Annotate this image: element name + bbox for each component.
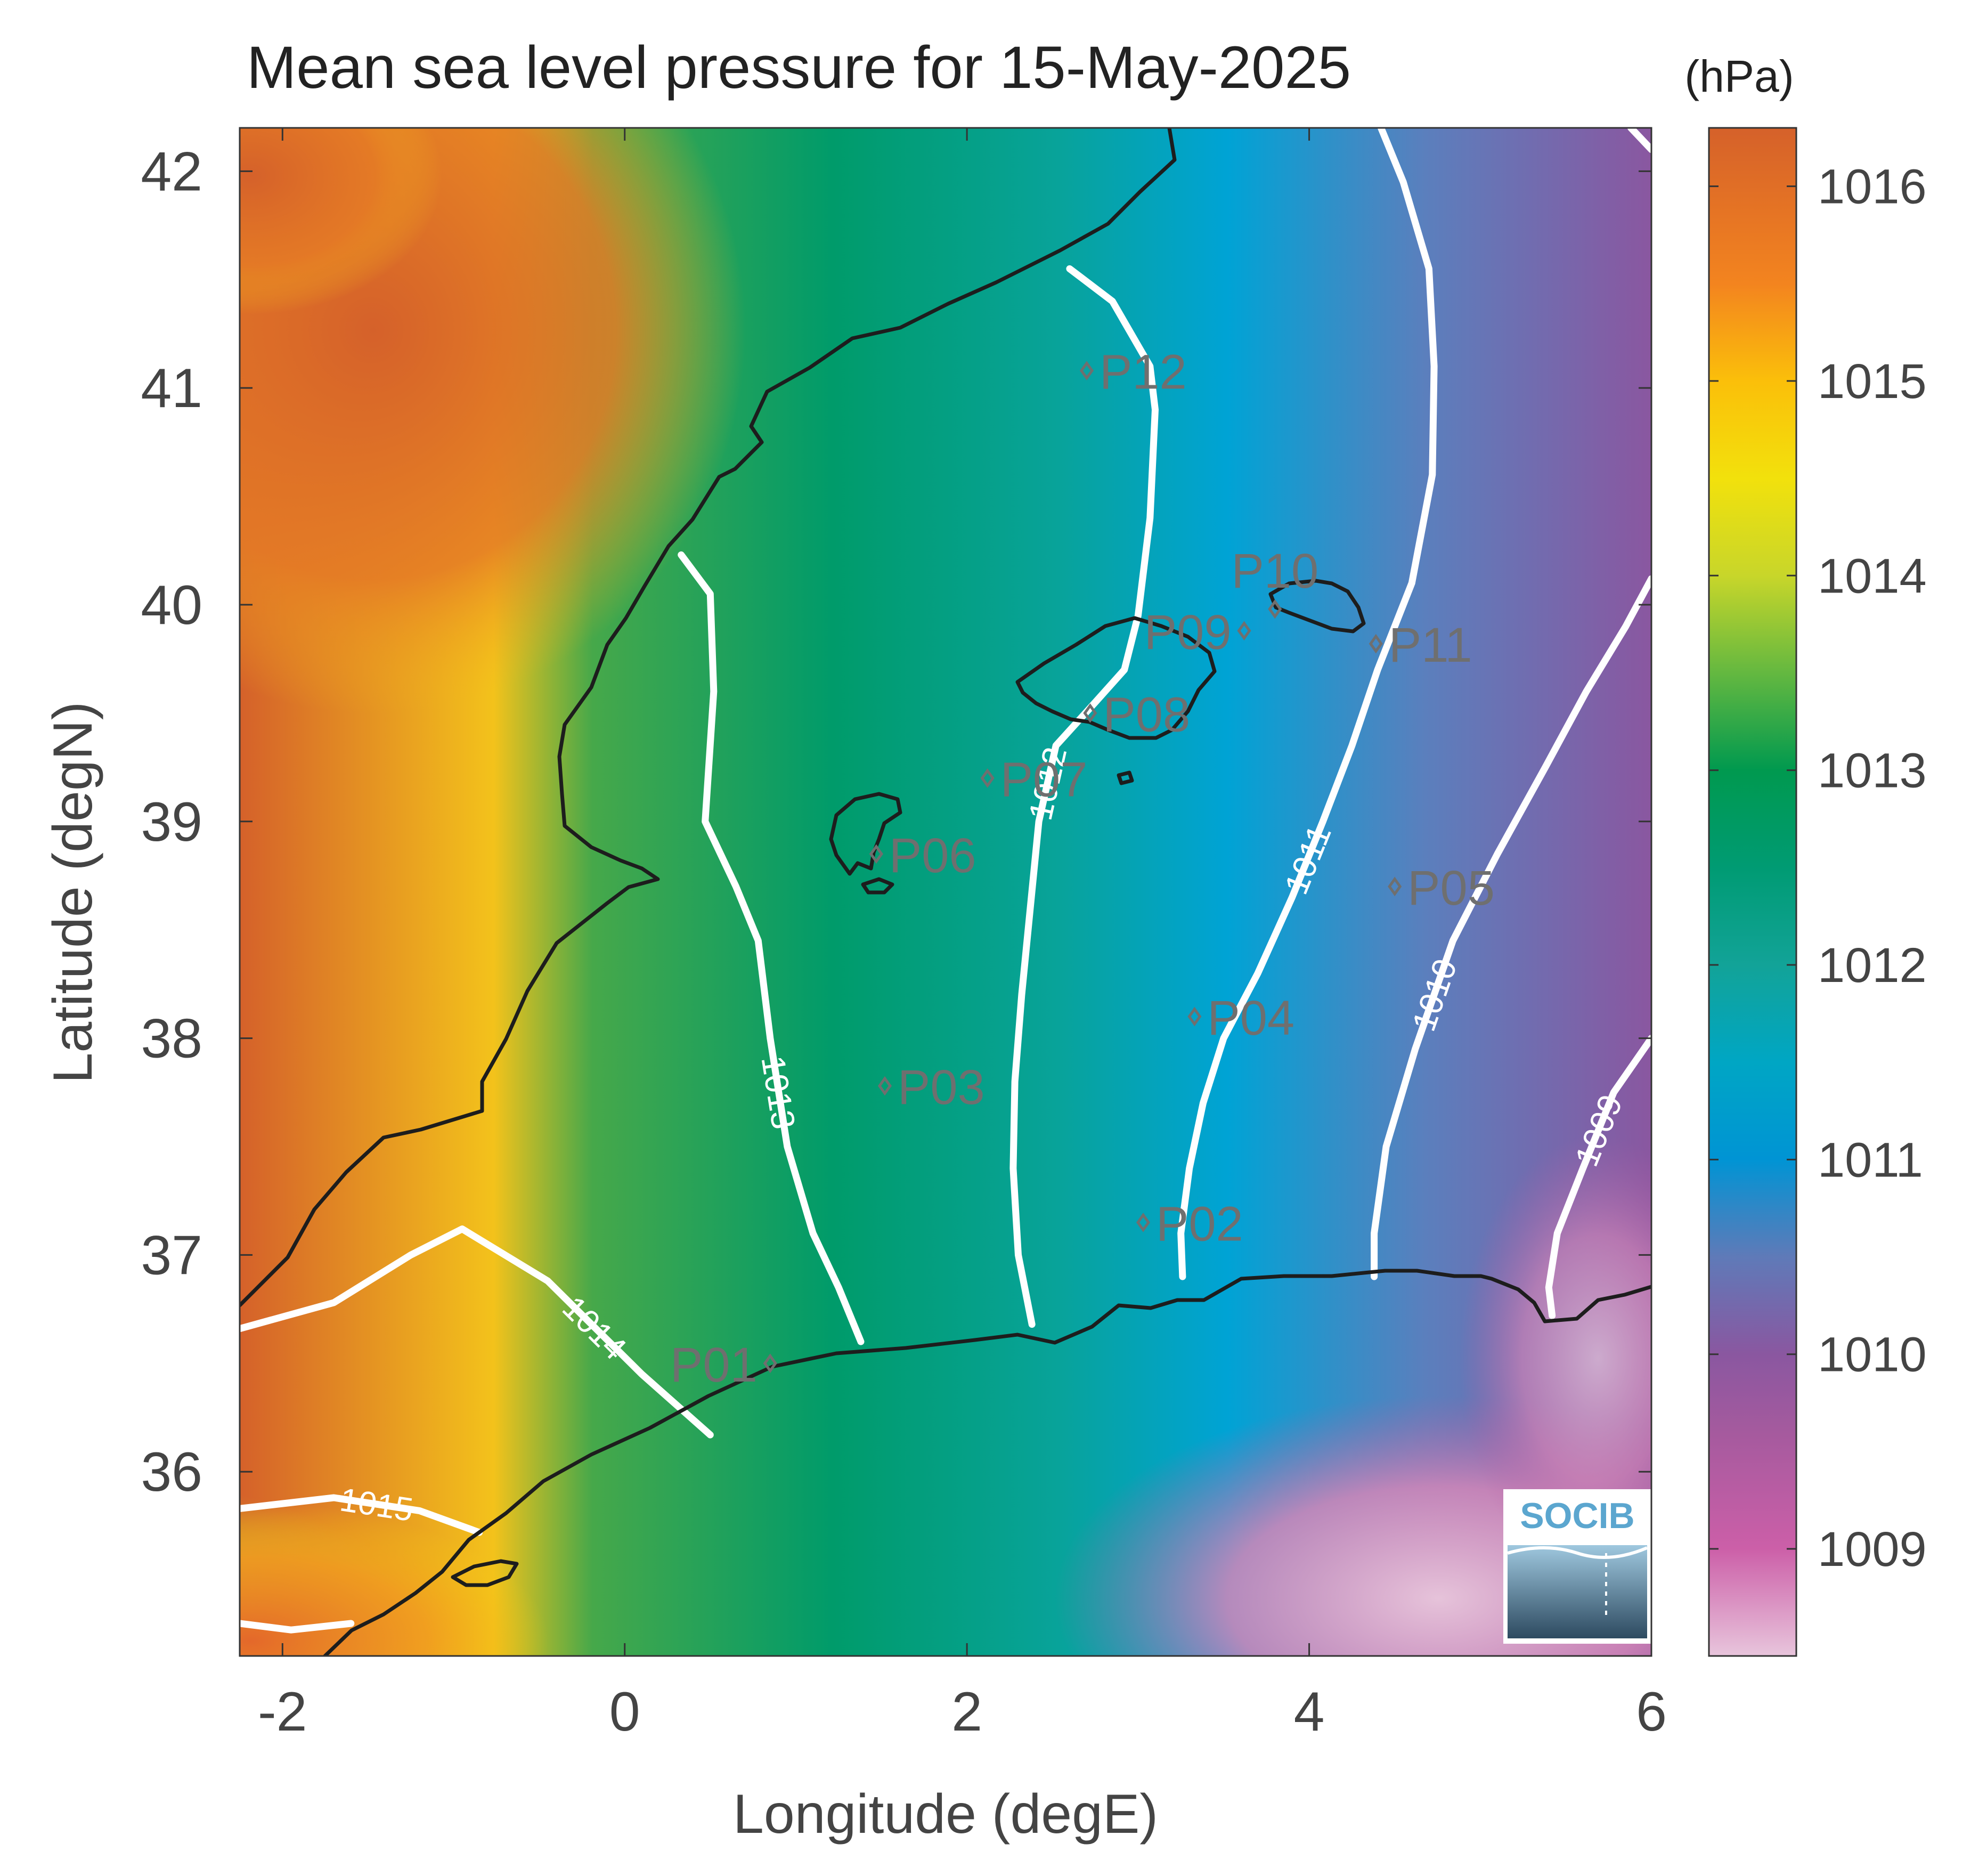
x-tick-label: 0 — [609, 1681, 640, 1743]
colorbar: 1009 1010 1011 1012 1013 1014 1015 1016 — [1708, 127, 1927, 1657]
plot-frame — [239, 127, 1652, 1657]
x-tick-label: 6 — [1636, 1681, 1667, 1743]
contour-line-1010 — [1627, 128, 1651, 153]
colorbar-tick-label: 1009 — [1818, 1522, 1927, 1577]
station-marker — [1369, 634, 1383, 654]
x-axis-label: Longitude (degE) — [733, 1783, 1158, 1845]
socib-logo: SOCIB — [1503, 1489, 1651, 1644]
north-africa-coastline — [323, 1269, 1651, 1656]
x-axis: -2 0 2 4 6 — [258, 128, 1667, 1743]
station-marker — [1083, 703, 1097, 723]
station-label: P10 — [1231, 544, 1318, 598]
socib-logo-text: SOCIB — [1520, 1496, 1634, 1536]
station-label: P07 — [1000, 752, 1088, 807]
chart-title: Mean sea level pressure for 15-May-2025 — [247, 34, 1351, 101]
contour-line-1011 — [1177, 128, 1438, 1280]
contour-line-1010 — [1371, 575, 1651, 1280]
x-tick-label: 2 — [951, 1681, 982, 1743]
station-marker — [877, 1076, 892, 1096]
colorbar-ticks: 1009 1010 1011 1012 1013 1014 1015 1016 — [1709, 160, 1927, 1577]
contour-line-1015 — [240, 1620, 355, 1634]
y-tick-label: 41 — [141, 358, 202, 419]
station-marker — [869, 844, 883, 864]
mallorca-coastline — [1015, 616, 1217, 740]
station-label: P05 — [1407, 861, 1495, 915]
station-label: P11 — [1389, 618, 1472, 672]
y-tick-label: 38 — [141, 1008, 202, 1070]
y-tick-label: 40 — [141, 574, 202, 636]
menorca-coastline — [1268, 579, 1366, 634]
y-tick-label: 37 — [141, 1224, 202, 1286]
contour-line-1009 — [1545, 1035, 1651, 1319]
station-marker — [1268, 599, 1282, 619]
y-axis: 36 37 38 39 40 41 42 — [141, 141, 1651, 1503]
colorbar-gradient — [1709, 128, 1796, 1656]
station-label: P03 — [898, 1060, 985, 1115]
colorbar-tick-label: 1014 — [1818, 549, 1927, 603]
station-marker — [763, 1353, 777, 1374]
station-label: P02 — [1156, 1197, 1243, 1251]
x-tick-label: 4 — [1294, 1681, 1325, 1743]
contour-line-1012 — [1009, 265, 1159, 1328]
station-marker — [1388, 876, 1402, 897]
colorbar-tick-label: 1012 — [1818, 938, 1927, 993]
station-label: P12 — [1100, 345, 1187, 400]
station-label: P06 — [889, 829, 976, 883]
y-tick-label: 42 — [141, 141, 202, 202]
contour-line-1014 — [240, 1225, 714, 1439]
formentera-coastline — [861, 877, 894, 895]
station-label: P08 — [1103, 687, 1190, 742]
station-label: P09 — [1144, 605, 1232, 660]
station-marker — [1237, 621, 1251, 641]
colorbar-tick-label: 1011 — [1818, 1133, 1923, 1187]
station-marker — [980, 768, 995, 788]
colorbar-tick-label: 1015 — [1818, 354, 1927, 409]
station-marker — [1136, 1213, 1151, 1232]
colorbar-tick-label: 1010 — [1818, 1328, 1927, 1382]
station-label: P01 — [670, 1338, 758, 1392]
iberian-coastline — [240, 128, 1177, 1307]
cabrera-coastline — [1117, 770, 1134, 785]
colorbar-frame — [1708, 127, 1797, 1657]
y-axis-label: Latitude (degN) — [42, 702, 104, 1084]
station-marker — [1079, 361, 1094, 380]
y-tick-label: 36 — [141, 1441, 202, 1503]
y-tick-label: 39 — [141, 791, 202, 853]
station-label: P04 — [1207, 991, 1294, 1045]
station-marker — [1187, 1006, 1202, 1027]
x-tick-label: -2 — [258, 1681, 307, 1743]
coastline — [240, 128, 1651, 1656]
contour-line-1013 — [678, 551, 865, 1345]
unit-label: (hPa) — [1684, 51, 1794, 101]
colorbar-tick-label: 1013 — [1818, 744, 1927, 798]
alboran-coastline — [451, 1559, 519, 1587]
station-markers: P01 P02 P03 P04 P05 P06 P07 P08 P09 P10 P11 P12 — [670, 345, 1495, 1392]
contour-line-1015 — [240, 1494, 483, 1536]
colorbar-tick-label: 1016 — [1818, 160, 1927, 214]
